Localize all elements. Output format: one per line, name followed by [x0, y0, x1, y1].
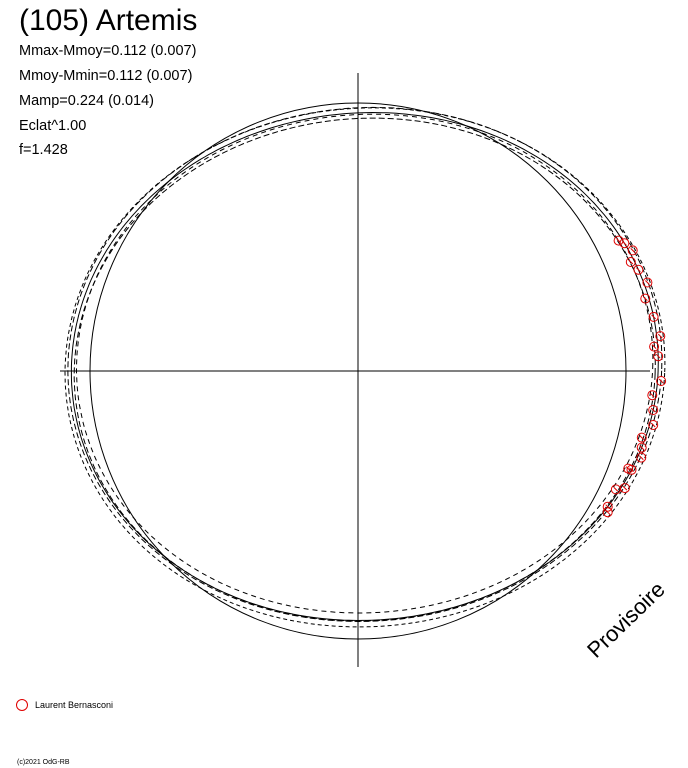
observation-point — [602, 501, 613, 512]
watermark-provisoire: Provisoire — [582, 577, 670, 663]
model-curve-5 — [76, 113, 654, 614]
observation-point-tick — [628, 259, 634, 265]
observation-point-tick — [605, 509, 611, 515]
observation-point-tick — [642, 296, 648, 301]
observation-point — [649, 341, 660, 352]
observation-point — [625, 257, 636, 267]
model-curves — [64, 106, 666, 628]
observation-point-tick — [650, 422, 656, 428]
stat-frequency: f=1.428 — [19, 142, 68, 158]
observation-point-tick — [630, 248, 636, 253]
observation-point — [655, 331, 666, 342]
observation-point — [633, 264, 644, 275]
observation-point — [656, 376, 667, 386]
observation-point — [602, 507, 613, 518]
stat-mmax-mmoy: Mmax-Mmoy=0.112 (0.007) — [19, 43, 197, 59]
legend-circle-icon — [16, 699, 28, 711]
stat-mamp: Mamp=0.224 (0.014) — [19, 93, 155, 109]
observation-point-tick — [629, 467, 634, 473]
observation-point — [613, 235, 624, 246]
observation-point — [627, 245, 638, 256]
observation-point-tick — [613, 487, 619, 492]
observation-point-tick — [650, 407, 656, 413]
observation-point — [636, 452, 647, 463]
observation-point — [647, 390, 658, 401]
model-curve-2 — [67, 106, 663, 623]
observation-point — [642, 277, 653, 288]
model-curve-3 — [73, 117, 656, 622]
observation-point-tick — [636, 267, 641, 273]
observation-point-tick — [639, 445, 645, 450]
observation-point-tick — [651, 344, 657, 349]
observation-points — [602, 235, 667, 518]
model-curve-4 — [64, 107, 666, 628]
observation-point — [636, 442, 647, 453]
stat-mmoy-mmin: Mmoy-Mmin=0.112 (0.007) — [19, 68, 193, 84]
axes — [60, 73, 650, 667]
observation-point-tick — [625, 466, 631, 471]
model-curve-1 — [70, 111, 659, 622]
observation-point-tick — [622, 485, 628, 491]
observation-point — [648, 420, 659, 430]
observation-point-tick — [657, 333, 663, 339]
observation-point — [653, 351, 664, 362]
observation-point — [648, 405, 659, 415]
observation-point — [619, 238, 630, 249]
observation-point — [648, 311, 659, 322]
legend-label: Laurent Bernasconi — [35, 700, 114, 710]
observation-point-tick — [649, 392, 655, 398]
observation-point-tick — [639, 435, 645, 440]
observation-point — [626, 464, 637, 475]
chart-title: (105) Artemis — [19, 4, 198, 37]
observation-point-tick — [622, 240, 627, 246]
copyright: (c)2021 OdG-RB — [17, 759, 70, 766]
observation-point — [640, 293, 651, 304]
observation-point-tick — [655, 353, 661, 359]
observation-point-tick — [638, 455, 644, 460]
observation-point-tick — [658, 378, 664, 384]
observation-point — [636, 432, 647, 443]
observation-point — [610, 484, 621, 495]
observation-point-tick — [645, 280, 650, 285]
reference-circle — [89, 102, 627, 640]
stat-eclat: Eclat^1.00 — [19, 118, 87, 134]
observation-point-tick — [651, 314, 656, 320]
